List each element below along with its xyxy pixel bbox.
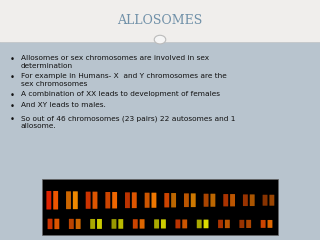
Text: •: •: [10, 91, 15, 100]
FancyBboxPatch shape: [225, 220, 230, 228]
FancyBboxPatch shape: [161, 219, 166, 228]
Circle shape: [154, 35, 166, 44]
FancyBboxPatch shape: [223, 194, 228, 206]
FancyBboxPatch shape: [250, 194, 255, 206]
FancyBboxPatch shape: [118, 219, 123, 229]
FancyBboxPatch shape: [184, 193, 189, 207]
FancyBboxPatch shape: [269, 195, 274, 206]
FancyBboxPatch shape: [151, 193, 156, 208]
FancyBboxPatch shape: [191, 193, 196, 207]
FancyBboxPatch shape: [164, 193, 169, 207]
FancyBboxPatch shape: [53, 191, 58, 210]
FancyBboxPatch shape: [246, 220, 251, 228]
FancyBboxPatch shape: [230, 194, 235, 206]
FancyBboxPatch shape: [133, 219, 138, 229]
Text: •: •: [10, 115, 15, 124]
FancyBboxPatch shape: [92, 192, 97, 209]
FancyBboxPatch shape: [261, 220, 266, 228]
Text: Allosomes or sex chromosomes are involved in sex
determination: Allosomes or sex chromosomes are involve…: [21, 55, 209, 69]
Text: A combination of XX leads to development of females: A combination of XX leads to development…: [21, 91, 220, 97]
FancyBboxPatch shape: [243, 194, 248, 206]
FancyBboxPatch shape: [140, 219, 145, 229]
Text: •: •: [10, 102, 15, 111]
FancyBboxPatch shape: [105, 192, 110, 209]
FancyBboxPatch shape: [66, 191, 71, 209]
FancyBboxPatch shape: [46, 191, 51, 210]
FancyBboxPatch shape: [132, 192, 137, 208]
FancyBboxPatch shape: [0, 0, 320, 42]
FancyBboxPatch shape: [197, 220, 202, 228]
FancyBboxPatch shape: [48, 219, 52, 229]
FancyBboxPatch shape: [97, 219, 102, 229]
FancyBboxPatch shape: [211, 194, 215, 207]
Text: •: •: [10, 73, 15, 82]
Text: ALLOSOMES: ALLOSOMES: [117, 14, 203, 28]
FancyBboxPatch shape: [182, 219, 187, 228]
FancyBboxPatch shape: [204, 220, 209, 228]
Text: So out of 46 chromosomes (23 pairs) 22 autosomes and 1
allosome.: So out of 46 chromosomes (23 pairs) 22 a…: [21, 115, 235, 129]
FancyBboxPatch shape: [154, 219, 159, 228]
FancyBboxPatch shape: [145, 193, 149, 208]
FancyBboxPatch shape: [175, 219, 180, 228]
FancyBboxPatch shape: [54, 219, 59, 229]
FancyBboxPatch shape: [171, 193, 176, 207]
FancyBboxPatch shape: [239, 220, 244, 228]
FancyBboxPatch shape: [73, 191, 78, 209]
FancyBboxPatch shape: [42, 179, 278, 235]
FancyBboxPatch shape: [112, 192, 117, 209]
FancyBboxPatch shape: [86, 192, 91, 209]
FancyBboxPatch shape: [125, 192, 130, 208]
FancyBboxPatch shape: [90, 219, 95, 229]
Text: For example in Humans- X  and Y chromosomes are the
sex chromosomes: For example in Humans- X and Y chromosom…: [21, 73, 227, 87]
FancyBboxPatch shape: [69, 219, 74, 229]
FancyBboxPatch shape: [268, 220, 272, 228]
Text: And XY leads to males.: And XY leads to males.: [21, 102, 106, 108]
FancyBboxPatch shape: [76, 219, 81, 229]
FancyBboxPatch shape: [263, 195, 268, 206]
FancyBboxPatch shape: [111, 219, 116, 229]
Text: •: •: [10, 55, 15, 64]
FancyBboxPatch shape: [204, 194, 209, 207]
FancyBboxPatch shape: [218, 220, 223, 228]
